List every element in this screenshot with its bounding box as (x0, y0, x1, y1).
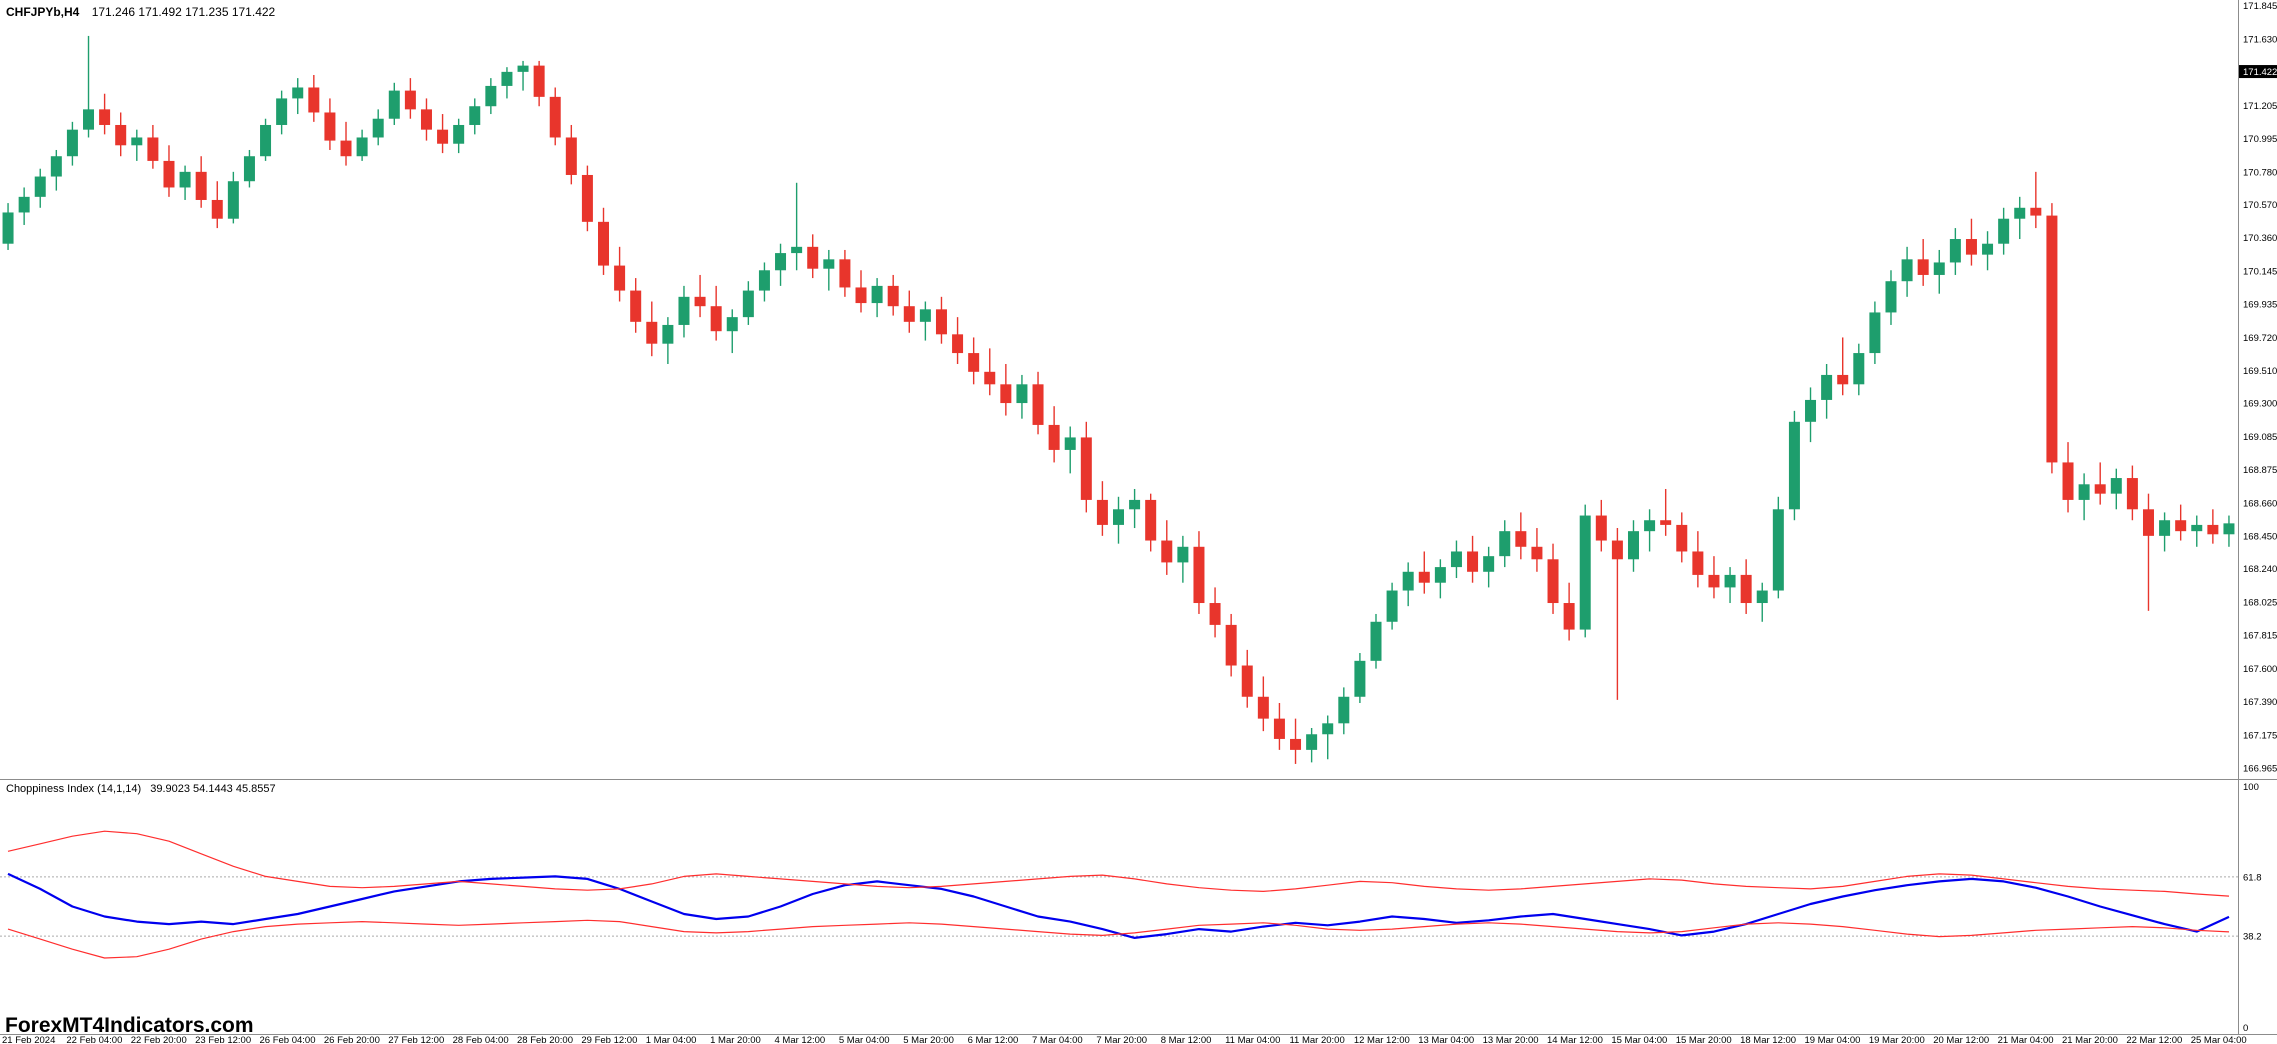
upper-band-line (7, 830, 2230, 897)
time-axis-label: 6 Mar 12:00 (967, 1035, 1019, 1044)
price-axis-label: 170.995 (2243, 134, 2277, 145)
price-axis-label: 170.780 (2243, 167, 2277, 178)
time-axis-label: 13 Mar 04:00 (1418, 1035, 1475, 1044)
time-axis-label: 22 Feb 20:00 (130, 1035, 187, 1044)
price-axis-label: 168.025 (2243, 598, 2277, 609)
ohlc-values-label: 171.246 171.492 171.235 171.422 (91, 5, 276, 19)
time-axis-label: 29 Feb 12:00 (581, 1035, 638, 1044)
price-axis-label: 167.175 (2243, 731, 2277, 742)
time-axis-label: 14 Mar 12:00 (1546, 1035, 1603, 1044)
price-axis-label: 167.390 (2243, 697, 2277, 708)
time-axis-label: 27 Feb 12:00 (388, 1035, 445, 1044)
indicator-title: Choppiness Index (14,1,14) 39.9023 54.14… (6, 783, 276, 795)
price-axis-label: 171.845 (2243, 1, 2277, 12)
time-axis-label: 21 Mar 04:00 (1997, 1035, 2054, 1044)
price-axis-label: 168.660 (2243, 499, 2277, 510)
time-axis-label: 5 Mar 04:00 (838, 1035, 890, 1044)
time-axis-label: 8 Mar 12:00 (1160, 1035, 1212, 1044)
price-axis-label: 169.935 (2243, 299, 2277, 310)
price-axis-label: 169.510 (2243, 366, 2277, 377)
time-axis-label: 15 Mar 04:00 (1611, 1035, 1668, 1044)
time-axis-label: 28 Feb 04:00 (452, 1035, 509, 1044)
current-price-label: 171.422 (2243, 67, 2277, 78)
time-axis-label: 15 Mar 20:00 (1675, 1035, 1732, 1044)
time-axis-label: 21 Mar 20:00 (2061, 1035, 2118, 1044)
price-axis-label: 170.360 (2243, 233, 2277, 244)
candlesticks (2, 35, 2235, 764)
time-axis-label: 13 Mar 20:00 (1482, 1035, 1539, 1044)
price-axis-label: 168.875 (2243, 465, 2277, 476)
watermark-text: ForexMT4Indicators.com (5, 1014, 254, 1037)
time-axis-label: 19 Mar 04:00 (1804, 1035, 1861, 1044)
indicator-values-label: 39.9023 54.1443 45.8557 (150, 783, 276, 795)
chart-title: CHFJPYb,H4 171.246 171.492 171.235 171.4… (6, 5, 275, 19)
price-axis-label: 167.600 (2243, 664, 2277, 675)
current-price-tag (2239, 65, 2277, 79)
time-axis-label: 28 Feb 20:00 (516, 1035, 573, 1044)
time-axis-label: 7 Mar 04:00 (1031, 1035, 1083, 1044)
price-axis-label: 166.965 (2243, 763, 2277, 774)
indicator-level-label: 61.8 (2243, 872, 2262, 883)
time-axis-label: 22 Feb 04:00 (66, 1035, 123, 1044)
price-axis-label: 169.720 (2243, 333, 2277, 344)
time-axis-label: 26 Feb 20:00 (323, 1035, 380, 1044)
time-axis-label: 21 Feb 2024 (2, 1035, 56, 1044)
time-axis-label: 1 Mar 04:00 (645, 1035, 697, 1044)
time-axis-label: 18 Mar 12:00 (1740, 1035, 1797, 1044)
time-axis-label: 26 Feb 04:00 (259, 1035, 316, 1044)
time-axis-label: 1 Mar 20:00 (710, 1035, 761, 1044)
time-axis-label: 11 Mar 20:00 (1289, 1035, 1345, 1044)
price-axis-label: 170.570 (2243, 200, 2277, 211)
price-axis-label: 171.630 (2243, 35, 2277, 46)
price-axis-label: 168.240 (2243, 564, 2277, 575)
symbol-timeframe-label: CHFJPYb,H4 (6, 5, 80, 19)
time-axis-label: 7 Mar 20:00 (1096, 1035, 1148, 1044)
time-axis-label: 22 Mar 12:00 (2126, 1035, 2183, 1044)
indicator-scale-top-label: 100 (2243, 782, 2259, 793)
time-axis[interactable]: 21 Feb 2024 22 Feb 04:00 22 Feb 20:00 23 Fe… (0, 1034, 2277, 1044)
price-axis-label: 169.300 (2243, 399, 2277, 410)
indicator-level-label: 38.2 (2243, 932, 2262, 943)
price-axis-label: 168.450 (2243, 531, 2277, 542)
time-axis-label: 23 Feb 12:00 (195, 1035, 252, 1044)
indicator-scale-bottom-label: 0 (2243, 1023, 2248, 1034)
time-axis-label: 4 Mar 12:00 (774, 1035, 826, 1044)
lower-band-line (7, 919, 2230, 959)
choppiness-line (7, 872, 2230, 940)
time-axis-label: 5 Mar 20:00 (903, 1035, 954, 1044)
time-axis-label: 12 Mar 12:00 (1353, 1035, 1410, 1044)
price-axis-label: 171.205 (2243, 101, 2277, 112)
indicator-name-label: Choppiness Index (14,1,14) (6, 783, 142, 795)
price-axis-label: 169.085 (2243, 432, 2277, 443)
time-axis-label: 25 Mar 04:00 (2190, 1035, 2247, 1044)
price-axis-label: 170.145 (2243, 267, 2277, 278)
time-axis-label: 11 Mar 04:00 (1225, 1035, 1281, 1044)
time-axis-label: 20 Mar 12:00 (1933, 1035, 1990, 1044)
price-axis-label: 167.815 (2243, 631, 2277, 642)
time-axis-label: 19 Mar 20:00 (1868, 1035, 1925, 1044)
